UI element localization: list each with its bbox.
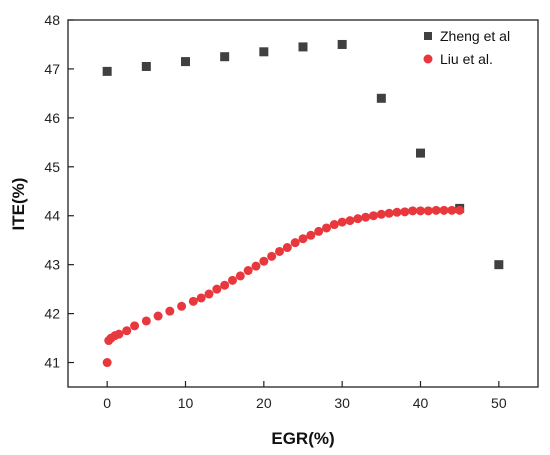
data-point-series-1 bbox=[416, 206, 425, 216]
legend: Zheng et al Liu et al. bbox=[423, 28, 510, 67]
data-point-series-1 bbox=[447, 205, 457, 215]
data-point-series-1 bbox=[130, 321, 140, 331]
data-point-series-1 bbox=[122, 326, 132, 336]
x-tick-label: 50 bbox=[491, 395, 507, 411]
data-point-series-1 bbox=[141, 316, 151, 326]
data-point-series-1 bbox=[384, 208, 394, 218]
data-point-series-1 bbox=[212, 284, 222, 294]
data-point-series-0 bbox=[494, 260, 504, 270]
y-tick-label: 42 bbox=[44, 306, 60, 322]
data-point-series-1 bbox=[188, 296, 198, 306]
data-point-series-1 bbox=[322, 223, 331, 233]
data-point-series-1 bbox=[329, 220, 339, 230]
data-point-series-1 bbox=[306, 230, 316, 240]
plot-frame bbox=[67, 19, 539, 388]
legend-marker-zheng bbox=[424, 32, 432, 40]
data-point-series-1 bbox=[177, 301, 187, 311]
ticks-layer: 0 10 20 30 40 50 41 42 43 44 45 46 47 48 bbox=[44, 12, 506, 411]
data-point-series-1 bbox=[376, 209, 386, 219]
data-point-series-1 bbox=[455, 205, 465, 215]
data-point-series-1 bbox=[337, 217, 347, 227]
data-point-series-0 bbox=[181, 57, 190, 67]
data-point-series-1 bbox=[259, 256, 269, 266]
data-point-series-1 bbox=[431, 205, 441, 215]
y-tick-label: 44 bbox=[44, 208, 60, 224]
legend-label-zheng: Zheng et al bbox=[440, 28, 510, 44]
legend-marker-liu bbox=[423, 54, 433, 64]
data-point-series-1 bbox=[102, 358, 112, 368]
data-point-series-1 bbox=[298, 234, 308, 244]
data-point-series-0 bbox=[376, 93, 386, 103]
y-tick-label: 45 bbox=[44, 159, 60, 175]
data-point-series-1 bbox=[251, 261, 261, 271]
data-point-series-1 bbox=[243, 266, 253, 276]
y-tick-label: 47 bbox=[44, 61, 60, 77]
data-point-series-0 bbox=[102, 66, 112, 76]
data-point-series-1 bbox=[314, 226, 324, 236]
data-point-series-1 bbox=[361, 212, 371, 222]
data-point-series-0 bbox=[416, 148, 425, 158]
y-tick-label: 46 bbox=[44, 110, 60, 126]
data-point-series-1 bbox=[114, 329, 124, 339]
data-point-series-1 bbox=[165, 306, 175, 316]
data-point-series-1 bbox=[423, 206, 433, 216]
data-point-series-0 bbox=[220, 52, 230, 62]
data-point-series-1 bbox=[228, 275, 237, 285]
data-point-series-1 bbox=[267, 251, 277, 261]
data-point-series-1 bbox=[153, 311, 163, 321]
data-point-series-1 bbox=[235, 271, 245, 281]
data-point-series-1 bbox=[408, 206, 418, 216]
data-point-series-1 bbox=[220, 280, 230, 290]
y-tick-label: 41 bbox=[44, 355, 60, 371]
y-tick-label: 43 bbox=[44, 257, 60, 273]
x-tick-label: 30 bbox=[334, 395, 350, 411]
x-tick-label: 20 bbox=[256, 395, 272, 411]
x-tick-label: 10 bbox=[178, 395, 194, 411]
data-point-series-1 bbox=[439, 205, 449, 215]
data-point-series-1 bbox=[392, 207, 402, 217]
data-point-series-1 bbox=[369, 211, 378, 221]
data-point-series-1 bbox=[353, 214, 363, 224]
legend-label-liu: Liu et al. bbox=[440, 51, 493, 67]
x-tick-label: 0 bbox=[103, 395, 111, 411]
data-point-series-1 bbox=[196, 293, 206, 303]
data-point-series-0 bbox=[259, 47, 269, 57]
data-point-series-1 bbox=[282, 243, 292, 253]
data-point-series-0 bbox=[298, 42, 308, 52]
data-point-series-0 bbox=[337, 39, 347, 49]
data-point-series-1 bbox=[204, 289, 214, 299]
data-point-series-0 bbox=[141, 61, 151, 71]
y-axis-title: ITE(%) bbox=[9, 178, 28, 231]
data-point-series-1 bbox=[345, 216, 355, 226]
points-layer bbox=[102, 39, 504, 368]
x-axis-title: EGR(%) bbox=[271, 429, 334, 448]
x-tick-label: 40 bbox=[413, 395, 429, 411]
data-point-series-1 bbox=[290, 238, 300, 248]
data-point-series-1 bbox=[400, 207, 410, 217]
data-point-series-1 bbox=[275, 246, 284, 256]
y-tick-label: 48 bbox=[44, 12, 60, 28]
